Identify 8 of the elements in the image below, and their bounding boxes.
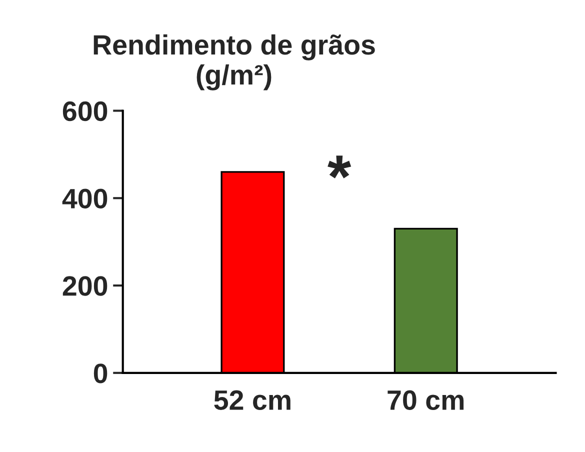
- y-tick-label: 0: [94, 364, 108, 384]
- annotation: *: [328, 156, 352, 178]
- x-tick-label: 70 cm: [388, 390, 464, 410]
- x-tick-label: 52 cm: [214, 390, 290, 410]
- y-tick-label: 600: [62, 101, 108, 122]
- y-tick-label: 400: [62, 188, 108, 208]
- chart-title: Rendimento de grãos (g/m²): [94, 34, 375, 90]
- y-tick-label: 200: [62, 276, 108, 296]
